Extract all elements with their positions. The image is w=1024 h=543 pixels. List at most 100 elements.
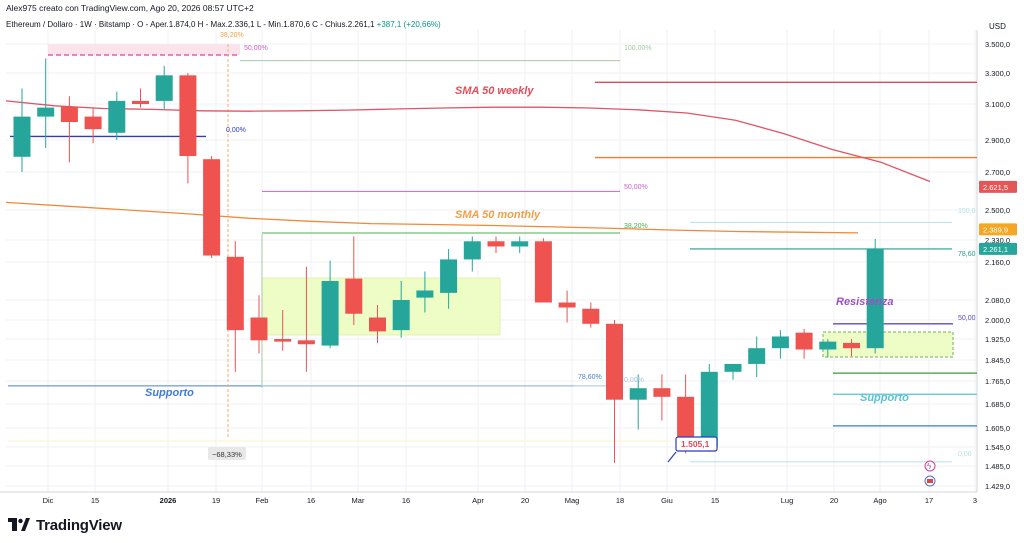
price-label: 2.389,9 <box>983 225 1008 234</box>
candle-body[interactable] <box>203 159 221 256</box>
fib-label: 50,00 <box>958 315 976 322</box>
candle-body[interactable] <box>84 116 102 130</box>
candle-body[interactable] <box>321 281 339 346</box>
candle-body[interactable] <box>226 256 244 331</box>
flag-icon-stripe <box>927 479 933 483</box>
candle-body[interactable] <box>487 241 505 247</box>
x-tick-label: Feb <box>256 496 269 505</box>
price-label-bg <box>979 242 1017 255</box>
fib-label: 100,00% <box>624 45 652 52</box>
y-tick-label: 2.000,0 <box>985 316 1010 325</box>
candle-body[interactable] <box>653 388 671 397</box>
y-tick-label: 1.429,0 <box>985 482 1010 491</box>
flash-icon: ϟ <box>927 462 932 471</box>
low-callout-pointer <box>667 451 677 463</box>
candle-body[interactable] <box>511 241 529 247</box>
candle-body[interactable] <box>155 75 173 101</box>
symbol-legend: Ethereum / Dollaro · 1W · Bitstamp · O -… <box>6 20 441 29</box>
candle-body[interactable] <box>179 75 197 156</box>
candle-body[interactable] <box>534 241 552 303</box>
candle-body[interactable] <box>440 259 458 293</box>
price-label: 2.621,5 <box>983 183 1008 192</box>
annotation-label: Supporto <box>860 392 909 404</box>
y-tick-label: 1.925,0 <box>985 335 1010 344</box>
candle-body[interactable] <box>13 116 31 157</box>
candle-body[interactable] <box>392 300 410 331</box>
x-tick-label: 18 <box>616 496 624 505</box>
fib-label: 0,00% <box>624 377 644 384</box>
top-zone <box>48 44 240 55</box>
candle-body[interactable] <box>463 241 481 260</box>
y-tick-label: 2.500,0 <box>985 206 1010 215</box>
y-tick-label: 2.700,0 <box>985 168 1010 177</box>
x-tick-label: 20 <box>521 496 529 505</box>
candle-body[interactable] <box>37 107 55 117</box>
measure-label-bg <box>208 447 246 460</box>
fib-label: 38,20% <box>220 32 244 39</box>
candle-body[interactable] <box>866 248 884 349</box>
y-tick-label: 2.160,0 <box>985 258 1010 267</box>
candle-body[interactable] <box>250 317 268 341</box>
y-tick-label: 3.300,0 <box>985 69 1010 78</box>
fib-label: 0,00 <box>958 451 972 458</box>
x-tick-label: 20 <box>830 496 838 505</box>
resistance-zone <box>822 331 954 358</box>
candle-body[interactable] <box>416 290 434 298</box>
x-tick-label: 3 <box>973 496 977 505</box>
x-tick-label: 2026 <box>160 496 177 505</box>
candle-body[interactable] <box>558 302 576 308</box>
x-tick-label: Mag <box>565 496 580 505</box>
x-tick-label: 16 <box>402 496 410 505</box>
annotation-label: Supporto <box>145 387 194 399</box>
symbol-name[interactable]: Ethereum / Dollaro · 1W · Bitstamp <box>6 20 131 29</box>
candle-body[interactable] <box>108 100 126 133</box>
y-tick-label: 1.765,0 <box>985 377 1010 386</box>
candle-body[interactable] <box>700 371 718 447</box>
candle-body[interactable] <box>771 336 789 349</box>
fib-label: 50,00% <box>624 184 648 191</box>
y-tick-label: 3.500,0 <box>985 40 1010 49</box>
candle-body[interactable] <box>629 388 647 400</box>
x-tick-label: Dic <box>43 496 54 505</box>
event-icon[interactable] <box>924 460 936 472</box>
x-tick-label: Ago <box>873 496 886 505</box>
low-callout-box <box>675 436 718 452</box>
candle-body[interactable] <box>297 340 315 345</box>
x-tick-label: 15 <box>711 496 719 505</box>
candle-body[interactable] <box>795 332 813 350</box>
low-callout-label: 1.505,1 <box>681 439 710 449</box>
tradingview-logo-icon <box>8 518 30 531</box>
candle-body[interactable] <box>843 342 860 349</box>
candle-body[interactable] <box>748 348 766 364</box>
y-tick-label: 1.685,0 <box>985 400 1010 409</box>
candle-body[interactable] <box>677 396 695 447</box>
currency-label[interactable]: USD <box>989 22 1006 31</box>
fib-label: 38,20% <box>624 223 648 230</box>
candle-body[interactable] <box>606 323 623 400</box>
close-value: C - Chius.2.261,1 <box>312 20 375 29</box>
sma-weekly-curve <box>5 100 931 183</box>
candle-body[interactable] <box>724 363 742 372</box>
annotation-label: Resistenza <box>836 296 893 308</box>
x-tick-label: 17 <box>925 496 933 505</box>
candle-body[interactable] <box>60 106 78 122</box>
y-tick-label: 3.100,0 <box>985 100 1010 109</box>
candle-body[interactable] <box>369 317 386 332</box>
tradingview-logo[interactable]: TradingView <box>8 514 122 536</box>
x-tick-label: Mar <box>352 496 365 505</box>
candle-body[interactable] <box>132 100 149 104</box>
x-tick-label: 19 <box>212 496 220 505</box>
brand-name: TradingView <box>36 516 122 534</box>
x-tick-label: Lug <box>781 496 794 505</box>
change-value: +387,1 (+20,66%) <box>376 20 441 29</box>
fib-label: 50,00% <box>244 45 268 52</box>
y-tick-label: 1.605,0 <box>985 424 1010 433</box>
candle-body[interactable] <box>274 339 292 342</box>
chart-header: Alex975 creato con TradingView.com, Ago … <box>6 3 254 13</box>
x-tick-label: 16 <box>307 496 315 505</box>
fib-label: 78,60% <box>578 374 602 381</box>
candle-body[interactable] <box>582 308 600 324</box>
candle-body[interactable] <box>345 278 363 314</box>
candle-body[interactable] <box>819 341 837 350</box>
